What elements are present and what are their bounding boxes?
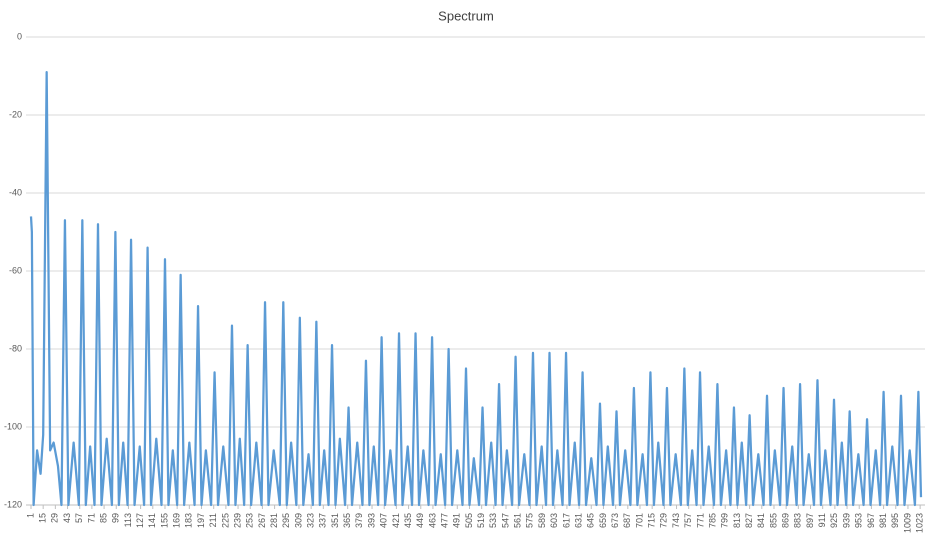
x-tick-label: 533 [488, 513, 498, 528]
x-tick-label: 925 [829, 513, 839, 528]
x-tick-label: 155 [159, 513, 169, 528]
x-tick-label: 799 [720, 513, 730, 528]
x-tick-label: 43 [62, 513, 72, 523]
x-tick-label: 491 [452, 513, 462, 528]
x-tick-label: 463 [427, 513, 437, 528]
line-series [29, 70, 923, 507]
x-tick-label: 365 [342, 513, 352, 528]
x-tick-label: 673 [610, 513, 620, 528]
x-tick-label: 561 [513, 513, 523, 528]
x-tick-label: 267 [257, 513, 267, 528]
x-tick-label: 113 [123, 513, 133, 527]
x-tick-label: 169 [172, 513, 182, 528]
x-tick-label: 603 [549, 513, 559, 528]
x-tick-label: 323 [306, 513, 316, 528]
x-tick-label: 127 [135, 513, 145, 528]
x-tick-label: 1009 [902, 513, 912, 533]
x-tick-label: 1 [25, 513, 35, 518]
x-tick-label: 687 [622, 513, 632, 528]
x-tick-label: 505 [464, 513, 474, 528]
x-tick-label: 827 [744, 513, 754, 528]
y-tick-label: -120 [4, 499, 22, 509]
x-tick-label: 575 [525, 513, 535, 528]
x-tick-label: 981 [878, 513, 888, 528]
y-tick-label: -100 [4, 421, 22, 431]
x-tick-label: 785 [707, 513, 717, 528]
x-tick-label: 57 [74, 513, 84, 523]
x-tick-label: 729 [659, 513, 669, 528]
x-tick-label: 29 [50, 513, 60, 523]
x-tick-label: 449 [415, 513, 425, 528]
x-tick-label: 659 [598, 513, 608, 528]
x-tick-label: 309 [293, 513, 303, 528]
x-tick-label: 141 [147, 513, 157, 528]
x-tick-label: 841 [756, 513, 766, 528]
x-tick-label: 85 [98, 513, 108, 523]
x-tick-label: 253 [245, 513, 255, 528]
y-tick-label: 0 [17, 31, 22, 41]
x-tick-label: 295 [281, 513, 291, 528]
y-tick-label: -80 [9, 343, 22, 353]
x-tick-label: 407 [379, 513, 389, 528]
x-tick-label: 435 [403, 513, 413, 528]
x-tick-label: 15 [38, 513, 48, 523]
x-tick-label: 183 [184, 513, 194, 528]
x-tick-label: 897 [805, 513, 815, 528]
x-tick-label: 645 [586, 513, 596, 528]
x-tick-label: 239 [232, 513, 242, 528]
x-tick-label: 1023 [915, 513, 925, 533]
x-tick-label: 757 [683, 513, 693, 528]
x-tick-label: 589 [537, 513, 547, 528]
x-tick-label: 197 [196, 513, 206, 528]
y-tick-label: -60 [9, 265, 22, 275]
x-tick-label: 617 [561, 513, 571, 528]
x-tick-label: 547 [500, 513, 510, 528]
x-tick-label: 519 [476, 513, 486, 528]
x-tick-label: 953 [854, 513, 864, 528]
x-tick-label: 939 [841, 513, 851, 528]
x-tick-label: 995 [890, 513, 900, 528]
x-tick-label: 911 [817, 513, 827, 527]
x-tick-label: 281 [269, 513, 279, 528]
x-tick-label: 477 [439, 513, 449, 528]
chart-title: Spectrum [438, 8, 494, 23]
x-tick-label: 99 [111, 513, 121, 523]
x-tick-label: 393 [366, 513, 376, 528]
x-tick-label: 813 [732, 513, 742, 528]
x-tick-label: 743 [671, 513, 681, 528]
x-tick-label: 883 [793, 513, 803, 528]
x-tick-label: 337 [318, 513, 328, 528]
x-tick-label: 225 [220, 513, 230, 528]
x-tick-label: 211 [208, 513, 218, 527]
x-tick-label: 351 [330, 513, 340, 528]
x-tick-label: 855 [768, 513, 778, 528]
x-tick-label: 715 [647, 513, 657, 528]
x-tick-label: 379 [354, 513, 364, 528]
y-tick-label: -40 [9, 187, 22, 197]
x-tick-label: 701 [634, 513, 644, 528]
x-tick-label: 421 [391, 513, 401, 528]
y-tick-label: -20 [9, 109, 22, 119]
x-tick-label: 71 [86, 513, 96, 523]
x-tick-label: 869 [781, 513, 791, 528]
x-tick-label: 967 [866, 513, 876, 528]
x-tick-label: 771 [695, 513, 705, 528]
x-tick-label: 631 [573, 513, 583, 528]
